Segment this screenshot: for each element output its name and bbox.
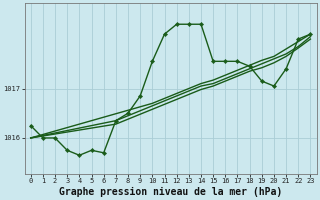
X-axis label: Graphe pression niveau de la mer (hPa): Graphe pression niveau de la mer (hPa) [59, 186, 282, 197]
